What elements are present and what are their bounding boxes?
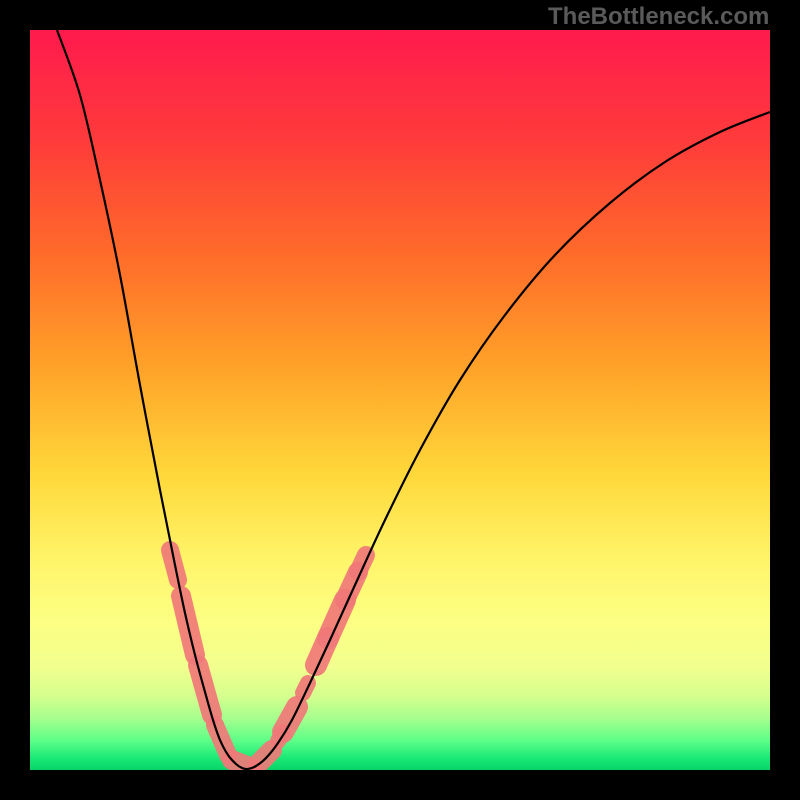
marker-capsule <box>283 707 297 732</box>
frame-bottom <box>0 770 800 800</box>
watermark-text: TheBottleneck.com <box>548 3 769 31</box>
chart-svg <box>0 0 800 800</box>
frame-left <box>0 0 30 800</box>
gradient-fill <box>30 30 770 770</box>
frame-right <box>770 0 800 800</box>
